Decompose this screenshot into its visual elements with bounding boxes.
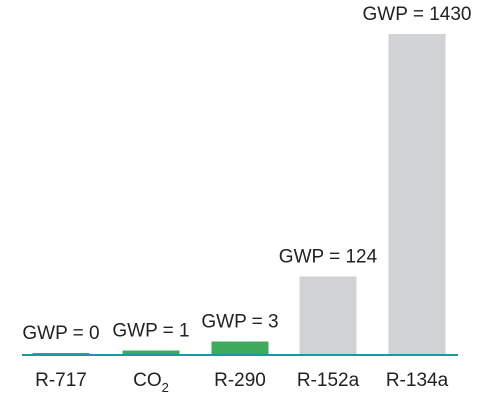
- bar-r-134a: [388, 34, 446, 355]
- x-tick-label-r-134a: R-134a: [386, 370, 449, 391]
- data-label-co2: GWP = 1: [112, 321, 189, 342]
- bar-co2: [122, 350, 180, 355]
- data-labels-group: GWP = 0 GWP = 1 GWP = 3 GWP = 124 GWP = 1430: [22, 4, 471, 344]
- data-label-r-717: GWP = 0: [22, 323, 99, 344]
- x-tick-label-r-717: R-717: [35, 370, 87, 391]
- x-tick-label-co2: CO2: [133, 370, 169, 395]
- data-label-r-134a: GWP = 1430: [363, 4, 472, 25]
- x-tick-labels-group: R-717 CO2 R-290 R-152a R-134a: [35, 370, 448, 395]
- bar-r-290: [211, 341, 269, 355]
- data-label-r-290: GWP = 3: [201, 312, 278, 333]
- data-label-r-152a: GWP = 124: [279, 246, 378, 267]
- bar-r-152a: [299, 276, 357, 355]
- x-tick-label-r-290: R-290: [214, 370, 266, 391]
- x-tick-label-r-152a: R-152a: [297, 370, 360, 391]
- bars-group: [32, 34, 446, 355]
